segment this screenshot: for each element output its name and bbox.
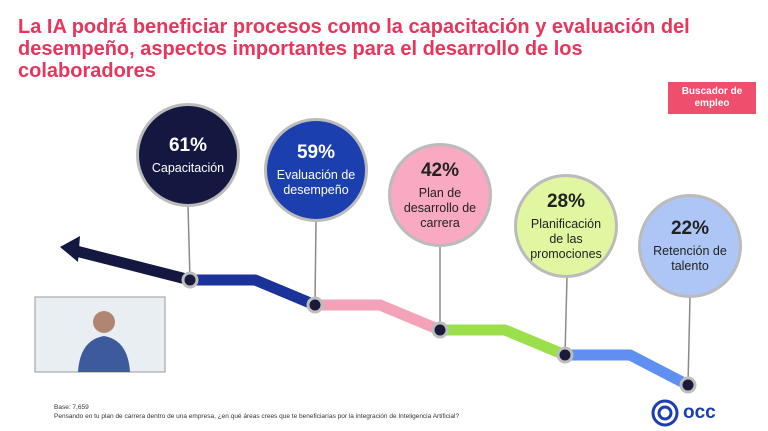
- item-value: 28%: [546, 190, 586, 212]
- item-circle: 22% Retención de talento: [638, 194, 742, 298]
- base-note: Base: 7,659: [54, 404, 89, 411]
- item-value: 59%: [296, 142, 336, 163]
- item-label: Plan de desarrollo de carrera: [403, 185, 477, 230]
- item-value: 42%: [420, 159, 460, 181]
- item-circle: 42% Plan de desarrollo de carrera: [388, 143, 492, 247]
- item-circle: 61% Capacitación: [136, 103, 240, 207]
- item-label: Planificación de las promociones: [530, 216, 602, 261]
- logo: occ: [683, 402, 716, 423]
- title: La IA podrá beneficiar procesos como la …: [18, 16, 690, 82]
- item-circle: 59% Evaluación de desempeño: [264, 118, 368, 222]
- item-label: Capacitación: [151, 160, 225, 175]
- item-label: Retención de talento: [653, 244, 727, 273]
- item-value: 61%: [168, 134, 208, 156]
- item-value: 22%: [670, 218, 710, 239]
- badge[interactable]: Buscador de empleo: [668, 82, 756, 114]
- item-circle: 28% Planificación de las promociones: [514, 174, 618, 278]
- question-note: Pensando en tu plan de carrera dentro de…: [54, 413, 460, 420]
- item-label: Evaluación de desempeño: [276, 168, 356, 197]
